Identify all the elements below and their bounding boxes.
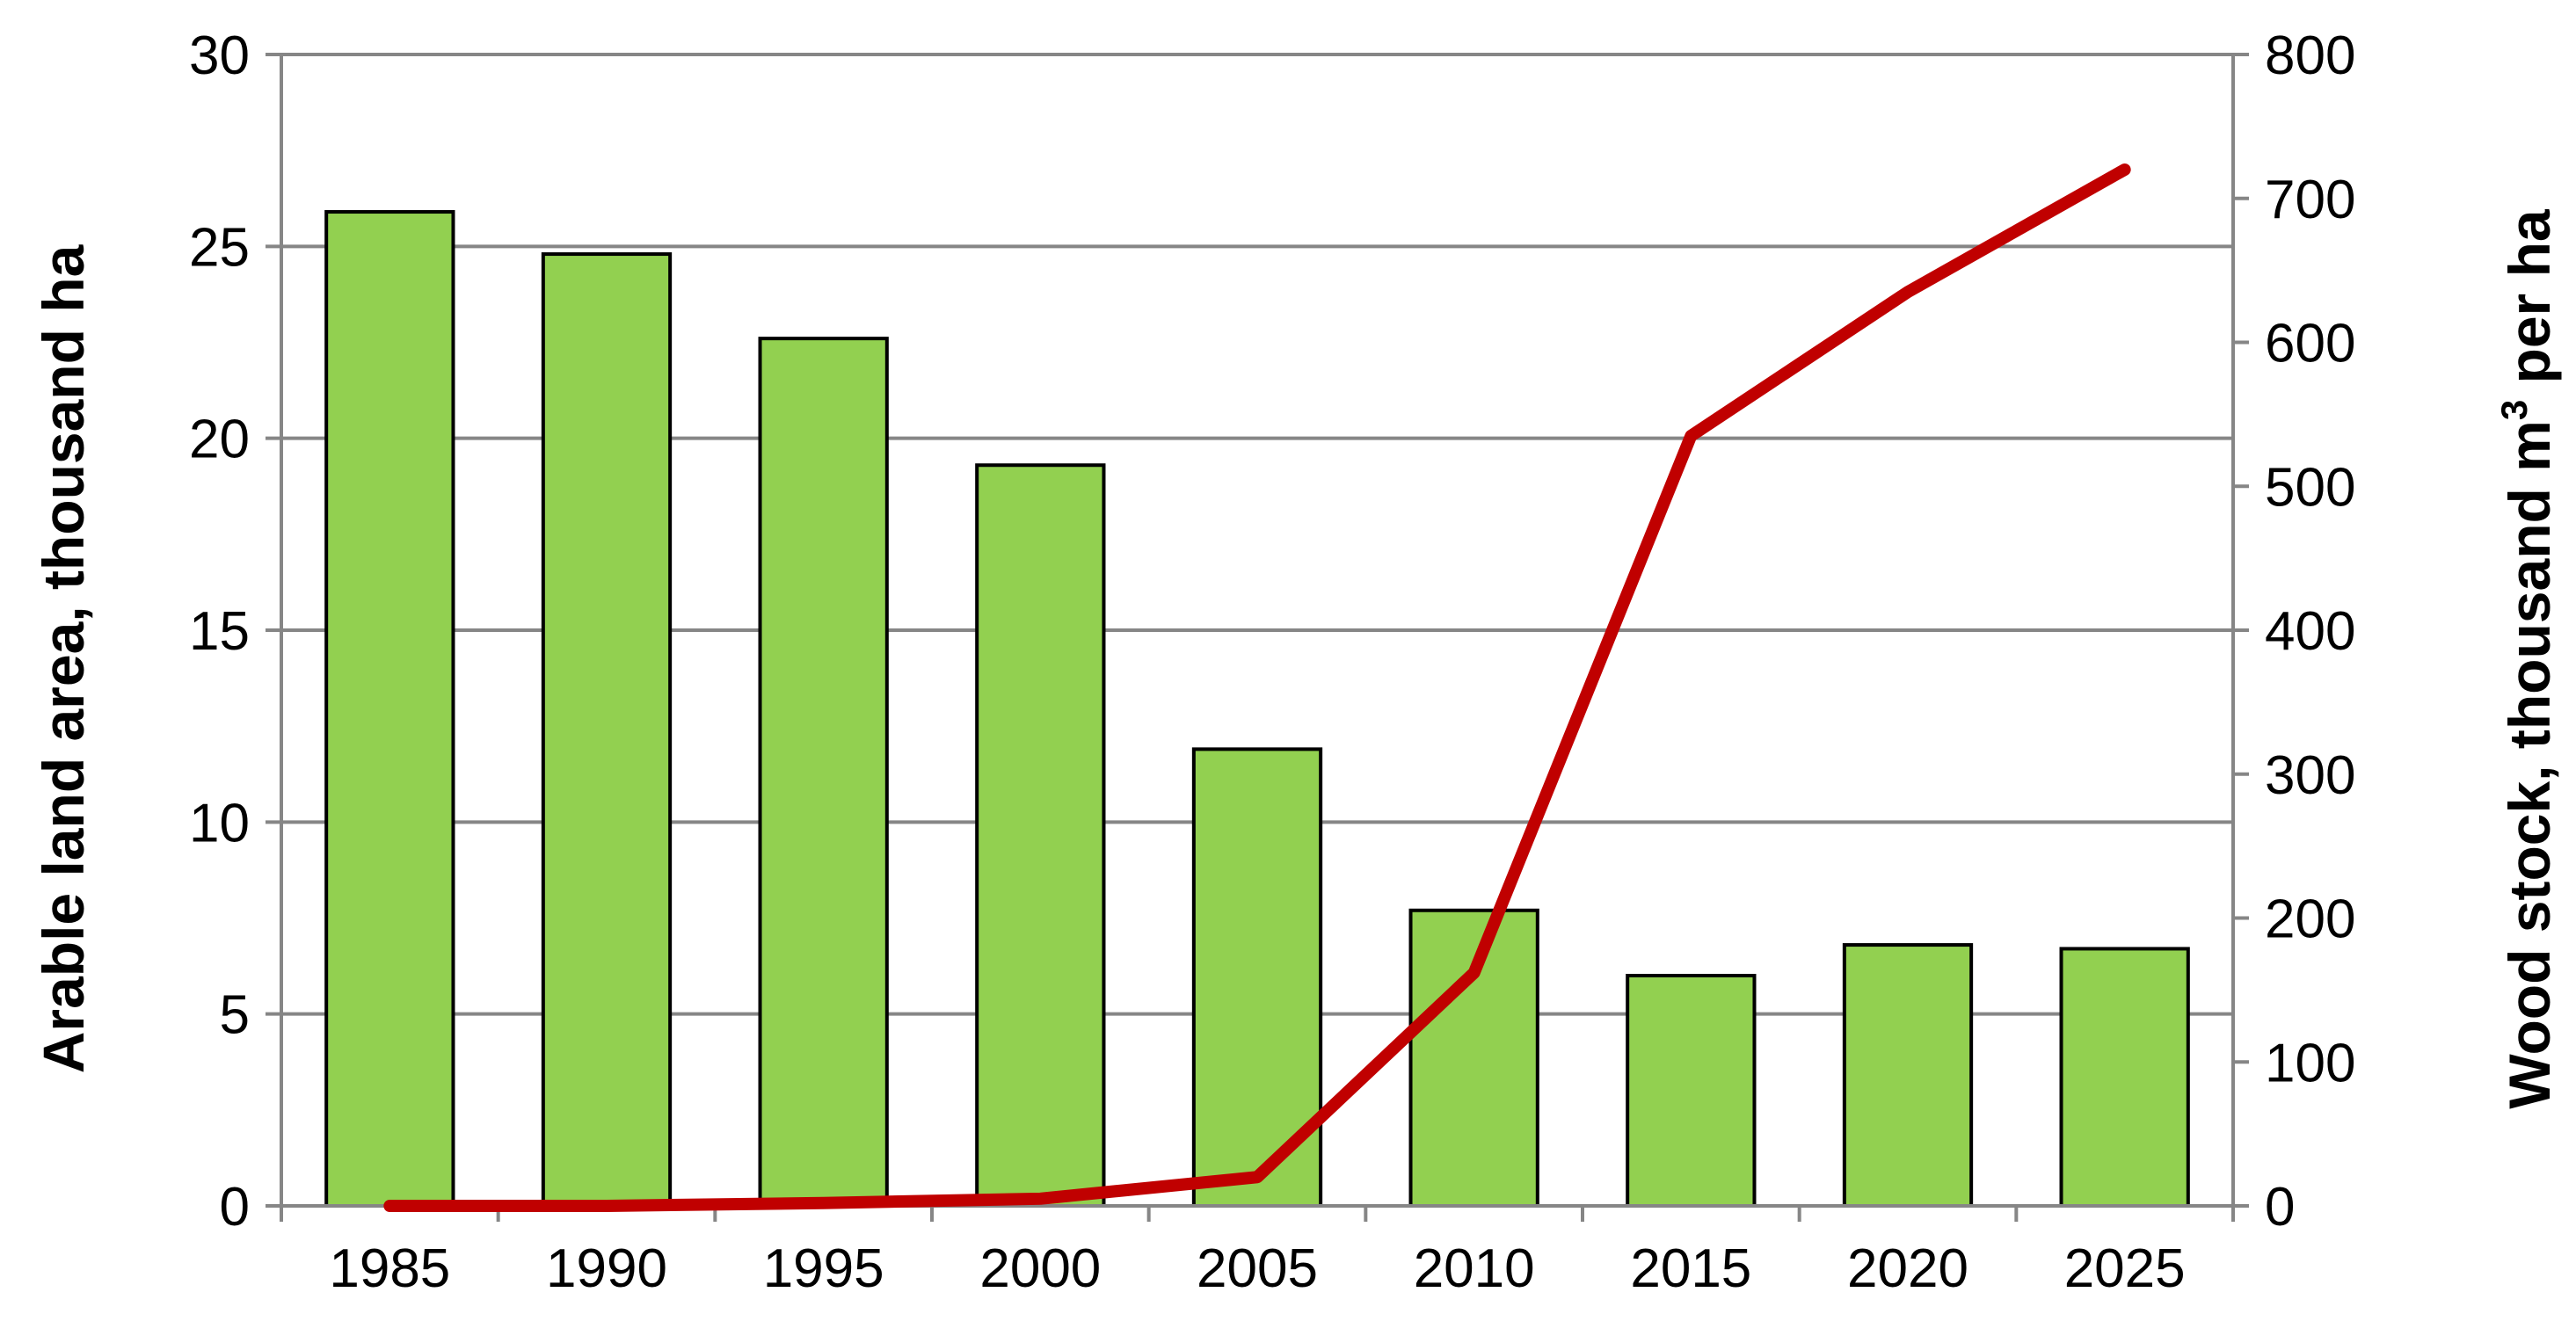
x-tick-label: 1995 xyxy=(763,1238,884,1299)
bar-2000 xyxy=(975,463,1106,1208)
bar-2025 xyxy=(2059,947,2190,1209)
right-tick-labels: 0 100 200 300 400 500 600 700 800 xyxy=(2233,25,2355,1238)
x-tick-label: 2000 xyxy=(979,1238,1101,1299)
right-tick-label: 100 xyxy=(2265,1033,2355,1093)
x-tick-marks xyxy=(280,1206,2235,1222)
right-axis-title: Wood stock, thousand m3 per ha xyxy=(2493,208,2562,1109)
right-tick-label: 400 xyxy=(2265,601,2355,662)
left-tick-label: 25 xyxy=(189,217,250,278)
x-tick-label: 1985 xyxy=(329,1238,450,1299)
left-axis-title: Arable land area, thousand ha xyxy=(31,243,96,1073)
x-tick-labels: 1985 1990 1995 2000 2005 2010 2015 2020 2025 xyxy=(329,1238,2185,1299)
bar-2015 xyxy=(1626,974,1757,1208)
right-tick-label: 800 xyxy=(2265,25,2355,86)
left-tick-label: 20 xyxy=(189,410,250,470)
right-tick-label: 500 xyxy=(2265,457,2355,518)
right-axis-title-superscript: 3 xyxy=(2493,400,2535,420)
bar-series xyxy=(324,210,2190,1209)
bar-1990 xyxy=(541,252,673,1209)
left-tick-labels: 0 5 10 15 20 25 30 xyxy=(189,25,281,1238)
left-tick-label: 0 xyxy=(220,1177,250,1238)
bar-2020 xyxy=(1842,943,1974,1208)
left-tick-label: 5 xyxy=(220,985,250,1046)
left-tick-label: 30 xyxy=(189,25,250,86)
bar-1985 xyxy=(324,210,455,1209)
right-axis-title-suffix: per ha xyxy=(2497,208,2562,400)
x-tick-label: 2005 xyxy=(1197,1238,1318,1299)
x-tick-label: 2015 xyxy=(1630,1238,1751,1299)
right-axis-title-main: Wood stock, thousand m xyxy=(2497,420,2562,1108)
right-tick-label: 600 xyxy=(2265,314,2355,374)
line-series xyxy=(383,163,2131,1212)
bar-1995 xyxy=(758,337,889,1208)
x-tick-label: 2010 xyxy=(1414,1238,1535,1299)
x-tick-label: 2020 xyxy=(1847,1238,1968,1299)
left-tick-label: 15 xyxy=(189,601,250,662)
right-tick-label: 200 xyxy=(2265,889,2355,950)
bar-2010 xyxy=(1408,908,1539,1209)
right-tick-label: 0 xyxy=(2265,1177,2295,1238)
right-tick-label: 300 xyxy=(2265,745,2355,806)
x-tick-label: 2025 xyxy=(2064,1238,2186,1299)
left-tick-label: 10 xyxy=(189,793,250,853)
x-tick-label: 1990 xyxy=(546,1238,667,1299)
right-tick-label: 700 xyxy=(2265,170,2355,230)
